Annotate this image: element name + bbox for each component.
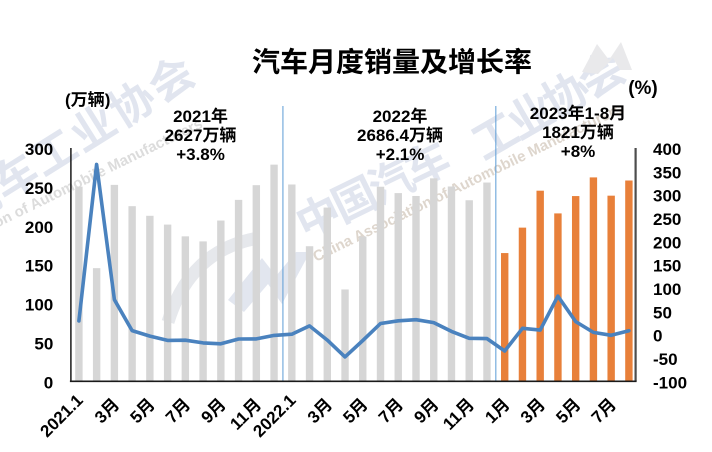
svg-text:2021: 2021 xyxy=(173,107,211,126)
svg-text:50: 50 xyxy=(653,303,672,322)
svg-text:-50: -50 xyxy=(653,350,678,369)
svg-text:150: 150 xyxy=(25,257,53,276)
svg-text:(: ( xyxy=(65,91,71,110)
svg-text:100: 100 xyxy=(653,280,681,299)
svg-text:350: 350 xyxy=(653,163,681,182)
svg-text:250: 250 xyxy=(653,210,681,229)
svg-text:2023: 2023 xyxy=(530,104,568,123)
svg-text:100: 100 xyxy=(25,296,53,315)
svg-text:+3.8%: +3.8% xyxy=(176,145,225,164)
svg-text:2022: 2022 xyxy=(373,107,411,126)
svg-text:300: 300 xyxy=(25,140,53,159)
svg-text:50: 50 xyxy=(34,334,53,353)
svg-text:200: 200 xyxy=(25,218,53,237)
svg-text:+8%: +8% xyxy=(561,142,596,161)
svg-text:1-8: 1-8 xyxy=(585,104,610,123)
svg-text:200: 200 xyxy=(653,233,681,252)
svg-text:2627: 2627 xyxy=(165,126,203,145)
svg-text:0: 0 xyxy=(653,327,662,346)
svg-text:): ) xyxy=(105,91,111,110)
svg-text:-100: -100 xyxy=(653,373,687,392)
svg-text:+2.1%: +2.1% xyxy=(376,145,425,164)
svg-text:250: 250 xyxy=(25,179,53,198)
svg-text:(%): (%) xyxy=(628,78,658,99)
svg-text:0: 0 xyxy=(44,373,53,392)
svg-text:1821: 1821 xyxy=(542,123,580,142)
svg-text:300: 300 xyxy=(653,187,681,206)
svg-text:2686.4: 2686.4 xyxy=(357,126,410,145)
svg-text:150: 150 xyxy=(653,257,681,276)
svg-text:400: 400 xyxy=(653,140,681,159)
